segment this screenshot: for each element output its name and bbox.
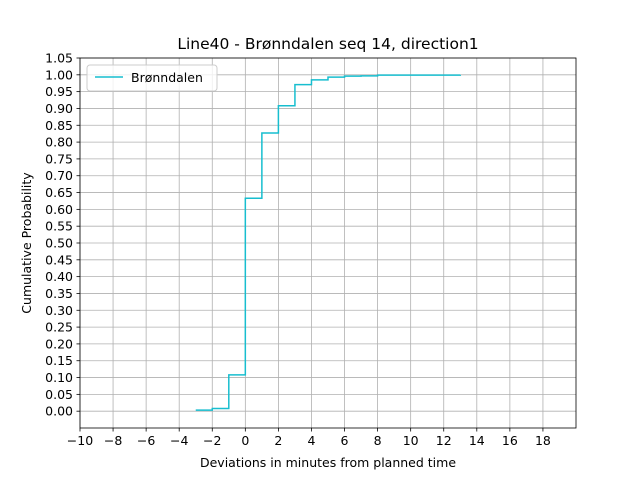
- y-tick-label: 0.25: [45, 320, 73, 335]
- legend: Brønndalen: [86, 64, 218, 92]
- series-layer: [195, 74, 462, 411]
- legend-label: Brønndalen: [131, 70, 203, 85]
- y-tick-label: 0.00: [45, 404, 73, 419]
- y-tick-label: 0.55: [45, 219, 73, 234]
- x-tick-label: 0: [241, 433, 249, 448]
- y-tick-label: 0.60: [45, 202, 73, 217]
- ticks: −10 −8 −6 −4 −2 0 2 4 6 8 10 12 14 16 18 0.00 0.05 0.10 0.…: [45, 51, 551, 449]
- y-tick-label: 0.30: [45, 303, 73, 318]
- y-tick-label: 1.05: [45, 51, 73, 66]
- y-tick-label: 0.65: [45, 185, 73, 200]
- x-tick-label: −8: [104, 433, 122, 448]
- x-tick-label: 10: [403, 433, 419, 448]
- x-tick-label: −2: [203, 433, 221, 448]
- y-tick-label: 1.00: [45, 67, 73, 82]
- y-tick-label: 0.10: [45, 370, 73, 385]
- y-tick-label: 0.75: [45, 151, 73, 166]
- y-tick-label: 0.40: [45, 269, 73, 284]
- y-tick-label: 0.45: [45, 252, 73, 267]
- y-tick-label: 0.90: [45, 101, 73, 116]
- y-tick-label: 0.70: [45, 168, 73, 183]
- x-tick-label: 14: [469, 433, 485, 448]
- x-tick-label: 2: [274, 433, 282, 448]
- chart-title: Line40 - Brønndalen seq 14, direction1: [177, 35, 478, 53]
- x-tick-label: −4: [170, 433, 188, 448]
- x-tick-label: 12: [436, 433, 452, 448]
- x-tick-label: 18: [535, 433, 551, 448]
- x-tick-label: −6: [137, 433, 155, 448]
- grid: [79, 57, 576, 428]
- y-tick-label: 0.35: [45, 286, 73, 301]
- y-tick-label: 0.85: [45, 118, 73, 133]
- x-tick-label: −10: [67, 433, 93, 448]
- x-tick-label: 4: [307, 433, 315, 448]
- y-tick-label: 0.05: [45, 387, 73, 402]
- y-tick-label: 0.50: [45, 236, 73, 251]
- legend-box: [86, 64, 218, 92]
- y-tick-label: 0.20: [45, 336, 73, 351]
- y-tick-label: 0.15: [45, 353, 73, 368]
- y-tick-label: 0.80: [45, 135, 73, 150]
- series-line: [195, 74, 462, 411]
- y-tick-label: 0.95: [45, 84, 73, 99]
- y-axis-label: Cumulative Probability: [19, 172, 34, 314]
- x-tick-label: 6: [341, 433, 349, 448]
- x-tick-label: 16: [502, 433, 518, 448]
- x-tick-label: 8: [374, 433, 382, 448]
- x-axis-label: Deviations in minutes from planned time: [200, 455, 456, 470]
